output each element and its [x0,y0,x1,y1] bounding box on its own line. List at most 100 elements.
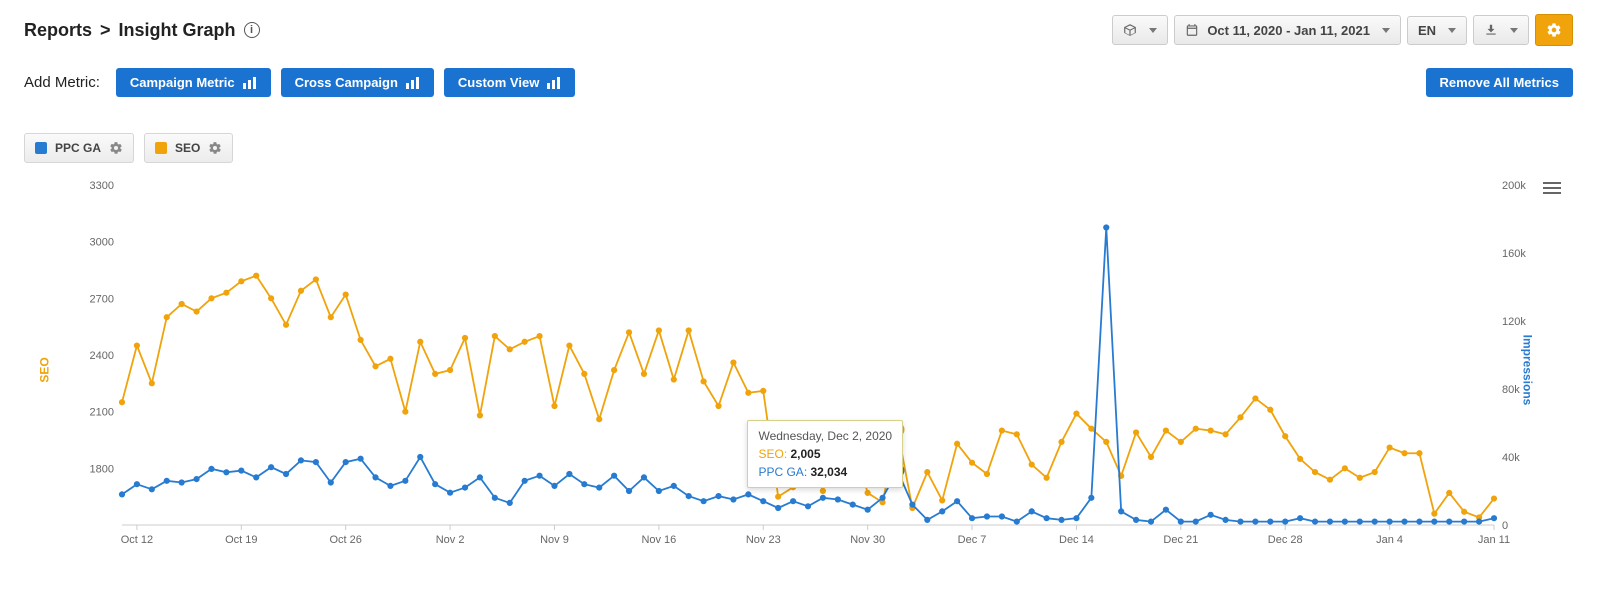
seo-point[interactable] [373,364,378,369]
seo-point[interactable] [1163,428,1168,433]
seo-point[interactable] [1432,511,1437,516]
seo-point[interactable] [1327,477,1332,482]
ppc-point[interactable] [641,475,646,480]
seo-point[interactable] [1492,496,1497,501]
seo-point[interactable] [701,379,706,384]
seo-point[interactable] [1417,451,1422,456]
ppc-point[interactable] [1134,517,1139,522]
ppc-point[interactable] [567,472,572,477]
seo-point[interactable] [1193,426,1198,431]
seo-point[interactable] [627,330,632,335]
ppc-point[interactable] [940,509,945,514]
ppc-point[interactable] [955,499,960,504]
seo-point[interactable] [1223,432,1228,437]
ppc-point[interactable] [1268,519,1273,524]
seo-point[interactable] [716,404,721,409]
ppc-point[interactable] [1163,507,1168,512]
seo-point[interactable] [1313,470,1318,475]
lang-button[interactable]: EN [1407,16,1467,45]
ppc-point[interactable] [984,514,989,519]
ppc-point[interactable] [820,495,825,500]
seo-point[interactable] [134,343,139,348]
ppc-point[interactable] [1417,519,1422,524]
seo-point[interactable] [1104,439,1109,444]
ppc-point[interactable] [313,460,318,465]
ppc-point[interactable] [701,499,706,504]
seo-point[interactable] [1253,396,1258,401]
seo-point[interactable] [746,390,751,395]
ppc-point[interactable] [1104,225,1109,230]
seo-point[interactable] [1387,445,1392,450]
seo-point[interactable] [925,470,930,475]
ppc-point[interactable] [1059,517,1064,522]
seo-point[interactable] [1059,439,1064,444]
seo-point[interactable] [1283,434,1288,439]
ppc-point[interactable] [1283,519,1288,524]
ppc-point[interactable] [388,483,393,488]
ppc-point[interactable] [209,466,214,471]
seo-point[interactable] [1044,475,1049,480]
ppc-point[interactable] [1149,519,1154,524]
ppc-point[interactable] [224,470,229,475]
seo-point[interactable] [358,337,363,342]
seo-point[interactable] [1372,470,1377,475]
ppc-point[interactable] [298,458,303,463]
breadcrumb-root[interactable]: Reports [24,20,92,41]
ppc-point[interactable] [671,483,676,488]
seo-point[interactable] [940,498,945,503]
seo-point[interactable] [641,371,646,376]
ppc-point[interactable] [492,495,497,500]
seo-point[interactable] [239,279,244,284]
chart-menu-icon[interactable] [1543,179,1561,197]
ppc-point[interactable] [1014,519,1019,524]
ppc-point[interactable] [612,473,617,478]
seo-point[interactable] [820,489,825,494]
legend-chip-seo[interactable]: SEO [144,133,233,163]
seo-point[interactable] [1014,432,1019,437]
seo-point[interactable] [1178,439,1183,444]
seo-point[interactable] [984,472,989,477]
ppc-point[interactable] [284,472,289,477]
ppc-point[interactable] [835,497,840,502]
ppc-point[interactable] [1313,519,1318,524]
seo-point[interactable] [269,296,274,301]
seo-point[interactable] [1402,451,1407,456]
ppc-point[interactable] [149,487,154,492]
ppc-point[interactable] [448,490,453,495]
ppc-point[interactable] [477,475,482,480]
ppc-point[interactable] [1492,516,1497,521]
ppc-point[interactable] [179,480,184,485]
seo-point[interactable] [224,290,229,295]
ppc-point[interactable] [1372,519,1377,524]
seo-point[interactable] [284,322,289,327]
seo-point[interactable] [1268,407,1273,412]
ppc-point[interactable] [999,514,1004,519]
ppc-point[interactable] [1402,519,1407,524]
ppc-point[interactable] [970,516,975,521]
seo-point[interactable] [955,441,960,446]
seo-point[interactable] [433,371,438,376]
seo-point[interactable] [1462,509,1467,514]
seo-point[interactable] [463,336,468,341]
date-range-button[interactable]: Oct 11, 2020 - Jan 11, 2021 [1174,15,1401,45]
seo-point[interactable] [149,381,154,386]
seo-point[interactable] [1357,475,1362,480]
ppc-point[interactable] [1477,519,1482,524]
seo-point[interactable] [865,490,870,495]
seo-point[interactable] [999,428,1004,433]
legend-chip-ppc[interactable]: PPC GA [24,133,134,163]
seo-point[interactable] [1074,411,1079,416]
ppc-point[interactable] [910,502,915,507]
seo-point[interactable] [164,315,169,320]
seo-point[interactable] [328,315,333,320]
seo-point[interactable] [537,334,542,339]
ppc-point[interactable] [1029,509,1034,514]
ppc-point[interactable] [1223,517,1228,522]
seo-point[interactable] [1298,456,1303,461]
seo-point[interactable] [1447,490,1452,495]
seo-point[interactable] [1134,430,1139,435]
seo-point[interactable] [254,273,259,278]
ppc-point[interactable] [522,478,527,483]
ppc-point[interactable] [194,477,199,482]
ppc-point[interactable] [239,468,244,473]
